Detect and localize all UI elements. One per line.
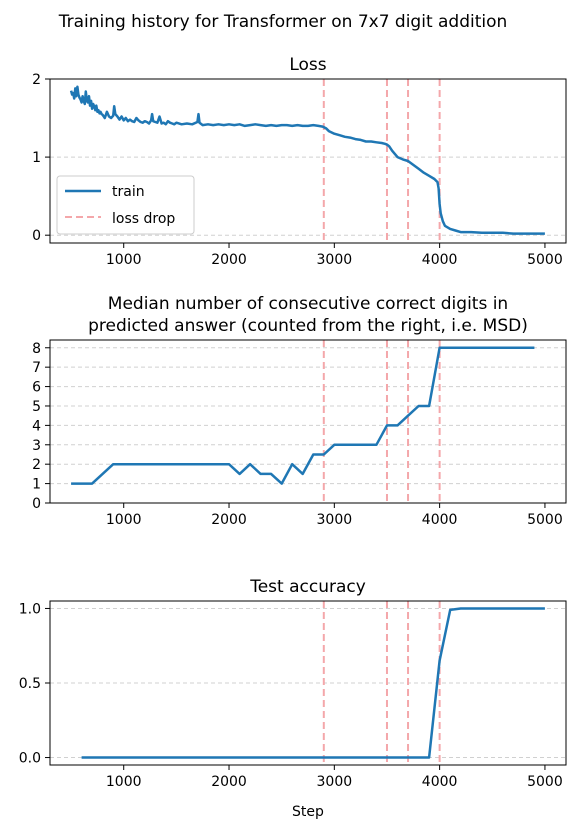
loss-ytick-label: 1 [32,150,41,166]
legend-loss-drop-label: loss drop [112,211,175,227]
figure-title: Training history for Transformer on 7x7 … [58,12,508,32]
test-accuracy-series-line [81,607,545,759]
test-accuracy-panel: Test accuracy Step 1000 2000 3000 4000 5000 0… [19,577,567,820]
loss-xtick-label: 1000 [106,252,142,268]
test-accuracy-ytick-label: 0.0 [19,751,41,767]
median-digits-ytick-label: 2 [32,457,41,473]
loss-ytick-label: 2 [32,72,41,88]
median-digits-panel: Median number of consecutive correct dig… [32,294,567,528]
test-accuracy-xtick-label: 5000 [527,774,563,790]
median-digits-ytick-label: 5 [32,399,41,415]
loss-series-line [69,85,545,235]
test-accuracy-ytick-label: 0.5 [19,676,41,692]
legend-train-label: train [112,184,145,200]
test-accuracy-xtick-label: 1000 [106,774,142,790]
median-digits-ytick-label: 1 [32,477,41,493]
test-accuracy-title: Test accuracy [249,577,366,597]
loss-ytick-label: 0 [32,228,41,244]
test-accuracy-xtick-label: 2000 [211,774,247,790]
test-accuracy-ytick-label: 1.0 [19,601,41,617]
median-digits-ytick-label: 0 [32,496,41,512]
loss-title: Loss [289,55,326,75]
median-digits-axes-frame [49,339,567,504]
median-digits-ytick-label: 6 [32,380,41,396]
loss-xtick-label: 2000 [211,252,247,268]
median-digits-ytick-label: 3 [32,438,41,454]
test-accuracy-xtick-label: 4000 [422,774,458,790]
median-digits-xtick-label: 1000 [106,512,142,528]
median-digits-series-line [71,346,535,485]
median-digits-ytick-label: 7 [32,360,41,376]
median-digits-title-line1: Median number of consecutive correct dig… [108,294,508,314]
loss-xtick-label: 4000 [422,252,458,268]
x-axis-label: Step [292,804,324,820]
loss-xtick-label: 5000 [527,252,563,268]
loss-panel: Loss 1000 2000 3000 4000 5000 0 1 2 [32,55,567,268]
median-digits-xtick-label: 4000 [422,512,458,528]
loss-axes-frame [49,78,567,244]
test-accuracy-xtick-label: 3000 [317,774,353,790]
median-digits-ytick-label: 4 [32,418,41,434]
loss-xtick-label: 3000 [317,252,353,268]
legend: train loss drop [56,175,195,235]
median-digits-title-line2: predicted answer (counted from the right… [88,316,528,336]
median-digits-xtick-label: 3000 [317,512,353,528]
median-digits-xtick-label: 2000 [211,512,247,528]
median-digits-ytick-label: 8 [32,341,41,357]
median-digits-xtick-label: 5000 [527,512,563,528]
